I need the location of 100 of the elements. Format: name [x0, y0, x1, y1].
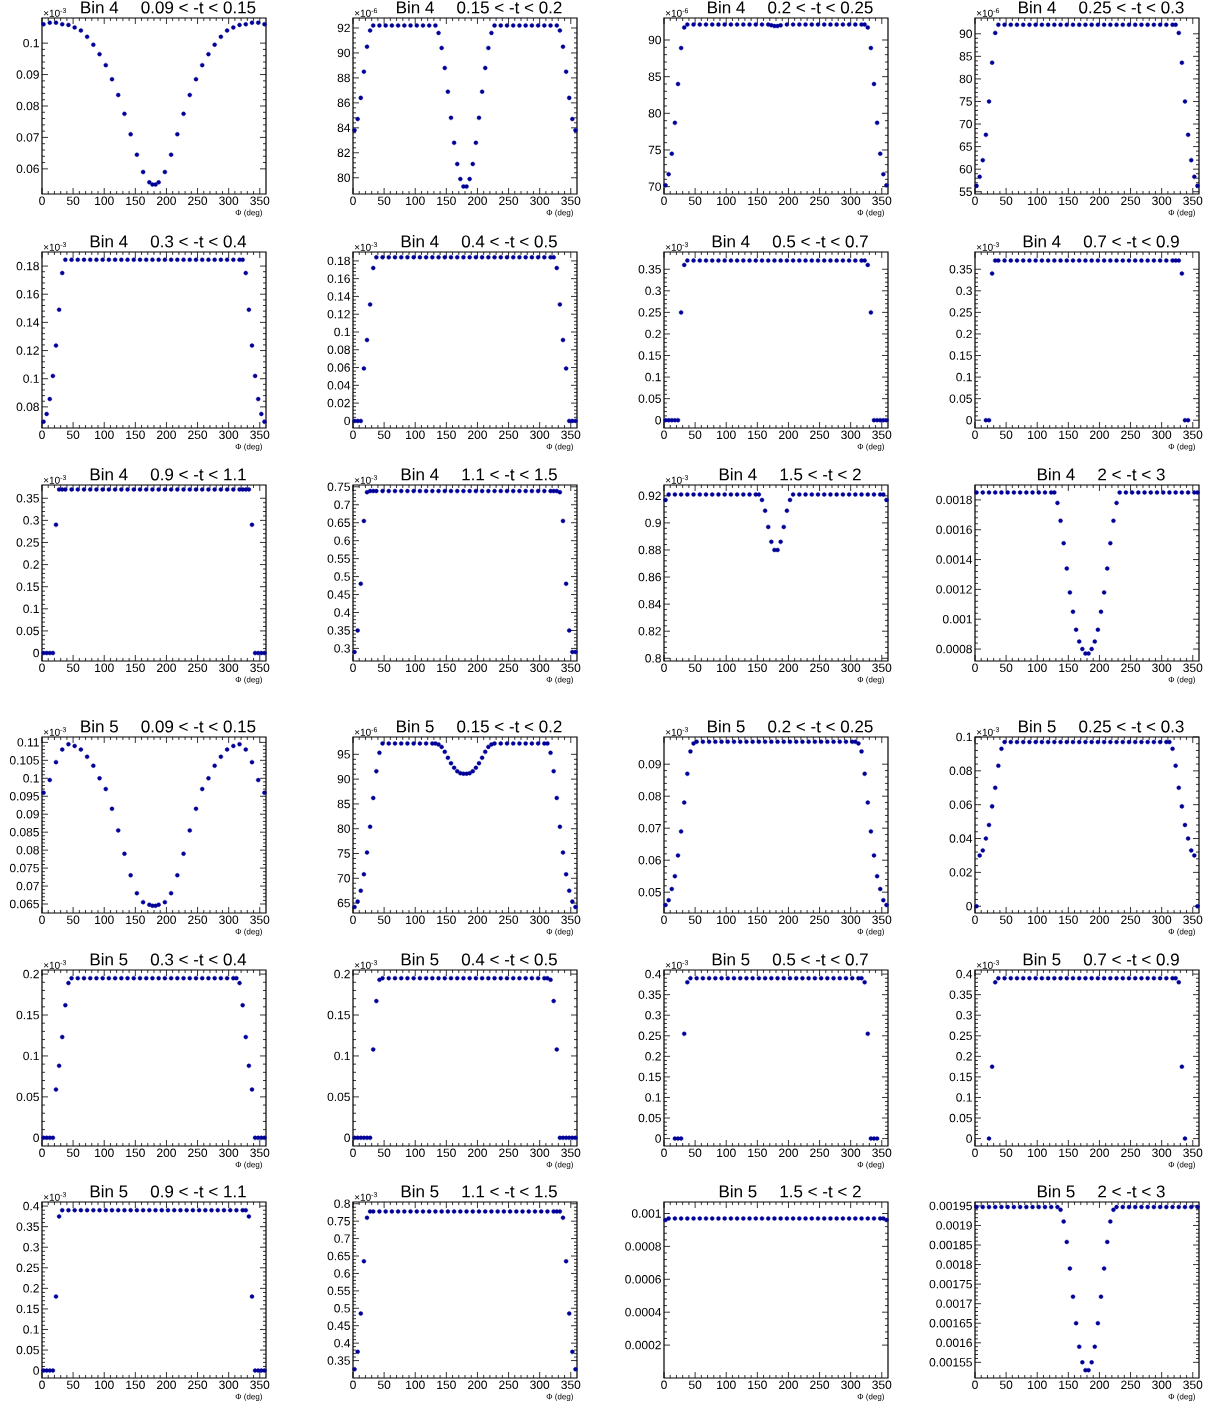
y-tick-label: 75 [959, 97, 972, 106]
chart-subtitle: 2 < -t < 3 [1098, 468, 1165, 481]
x-tick-label: 150 [748, 915, 767, 925]
x-tick-label: 200 [468, 1148, 487, 1158]
x-tick-label: 150 [1059, 1148, 1078, 1158]
chart-subtitle: 0.3 < -t < 0.4 [150, 235, 247, 248]
chart-subtitle: 0.7 < -t < 0.9 [1083, 235, 1179, 248]
x-tick-label: 150 [437, 430, 456, 440]
x-tick-label: 350 [250, 1148, 270, 1158]
y-tick-label: 0.15 [16, 1010, 39, 1020]
y-tick-label: 0.15 [638, 351, 661, 360]
x-tick-label: 200 [468, 430, 487, 440]
y-tick-label: 0 [33, 1133, 39, 1143]
y-tick-label: 0 [966, 415, 973, 425]
y-tick-label: 0.2 [645, 1052, 661, 1061]
x-tick-label: 350 [561, 1380, 581, 1390]
chart-title: Bin 5 [401, 952, 439, 966]
y-tick-label: 88 [337, 73, 350, 83]
y-tick-label: 80 [959, 74, 973, 84]
y-tick-label: 0.06 [638, 855, 661, 865]
x-tick-label: 200 [779, 196, 798, 206]
y-tick-label: 0.5 [334, 1304, 350, 1313]
x-tick-label: 350 [872, 430, 892, 440]
x-tick-label: 100 [95, 1148, 114, 1158]
y-tick-label: 0.02 [327, 398, 350, 408]
text: ×10$^{-3}$ [43, 727, 67, 736]
x-tick-label: 50 [66, 1380, 80, 1390]
y-tick-label: 0 [344, 416, 350, 426]
x-tick-label: 150 [748, 1148, 767, 1158]
y-tick-label: 0 [966, 901, 973, 911]
x-tick-label: 300 [841, 1148, 861, 1158]
y-tick-label: 0.35 [638, 990, 661, 999]
x-tick-label: 250 [499, 663, 519, 673]
x-tick-label: 200 [157, 663, 176, 673]
x-tick-label: 250 [188, 1380, 208, 1390]
y-tick-label: 70 [959, 119, 973, 129]
x-axis-title: Φ (deg) [1168, 928, 1195, 936]
x-tick-label: 350 [250, 663, 270, 673]
x-axis-title: Φ (deg) [857, 1161, 884, 1169]
x-tick-label: 200 [157, 1380, 176, 1390]
y-tick-label: 0.2 [956, 329, 972, 339]
y-tick-label: 0.05 [638, 1113, 661, 1123]
y-tick-label: 0.05 [16, 1345, 39, 1355]
x-tick-label: 250 [188, 430, 208, 440]
x-tick-label: 300 [530, 1148, 550, 1158]
text: ×10$^{-3}$ [43, 8, 67, 17]
x-tick-label: 200 [157, 1148, 176, 1158]
x-tick-label: 300 [219, 1380, 239, 1390]
y-tick-label: 85 [959, 52, 972, 61]
x-tick-label: 300 [841, 1380, 861, 1390]
x-tick-label: 250 [810, 196, 830, 206]
x-tick-label: 150 [126, 430, 145, 440]
y-tick-label: 0.25 [949, 1031, 972, 1041]
y-tick-label: 0.35 [638, 265, 661, 274]
y-tick-label: 0.001 [942, 614, 972, 624]
y-tick-label: 0.1 [23, 1051, 39, 1061]
text: ×10$^{-3}$ [976, 727, 1000, 736]
y-tick-label: 0.35 [327, 626, 350, 635]
x-tick-label: 250 [499, 196, 519, 206]
y-tick-label: 0.0008 [625, 1242, 661, 1251]
chart-subtitle: 0.25 < -t < 0.3 [1079, 720, 1184, 733]
x-tick-label: 200 [1090, 196, 1109, 206]
x-tick-label: 50 [377, 663, 391, 673]
y-tick-label: 0.18 [16, 261, 39, 271]
y-tick-label: 0.09 [16, 70, 39, 79]
chart-title: Bin 4 [1023, 234, 1061, 248]
y-tick-label: 0.1 [645, 372, 661, 382]
y-tick-label: 0.35 [949, 265, 972, 274]
x-tick-label: 50 [688, 1148, 702, 1158]
x-tick-label: 300 [1152, 430, 1172, 440]
y-tick-label: 0.35 [16, 1222, 39, 1231]
y-tick-label: 0.0008 [936, 644, 972, 654]
x-tick-label: 50 [377, 915, 391, 925]
x-tick-label: 50 [66, 196, 80, 206]
y-tick-label: 0.06 [16, 164, 39, 174]
text: ×10$^{-3}$ [354, 475, 378, 484]
x-tick-label: 350 [1183, 430, 1203, 440]
y-tick-label: 0.75 [327, 1216, 350, 1226]
y-tick-label: 0 [655, 1134, 662, 1143]
x-axis-title: Φ (deg) [235, 676, 262, 684]
y-tick-label: 0.065 [9, 899, 39, 909]
x-tick-label: 200 [779, 1148, 798, 1158]
x-tick-label: 350 [1183, 1380, 1203, 1390]
x-tick-label: 200 [779, 663, 798, 673]
y-tick-label: 0.1 [23, 774, 39, 783]
y-tick-label: 0.075 [9, 863, 39, 873]
y-tick-label: 0.2 [645, 329, 661, 339]
y-tick-label: 0 [33, 648, 39, 658]
chart-title: Bin 5 [708, 719, 745, 733]
x-tick-label: 250 [499, 1148, 519, 1158]
y-tick-label: 0.2 [334, 969, 350, 979]
y-tick-label: 0 [344, 1133, 350, 1143]
x-axis-title: Φ (deg) [1168, 443, 1195, 451]
x-tick-label: 100 [95, 1380, 114, 1390]
x-tick-label: 150 [126, 1380, 145, 1390]
text: ×10$^{-6}$ [665, 8, 689, 17]
x-tick-label: 50 [377, 1148, 391, 1158]
y-tick-label: 90 [337, 48, 350, 58]
x-tick-label: 300 [841, 663, 861, 673]
x-tick-label: 150 [126, 196, 145, 206]
